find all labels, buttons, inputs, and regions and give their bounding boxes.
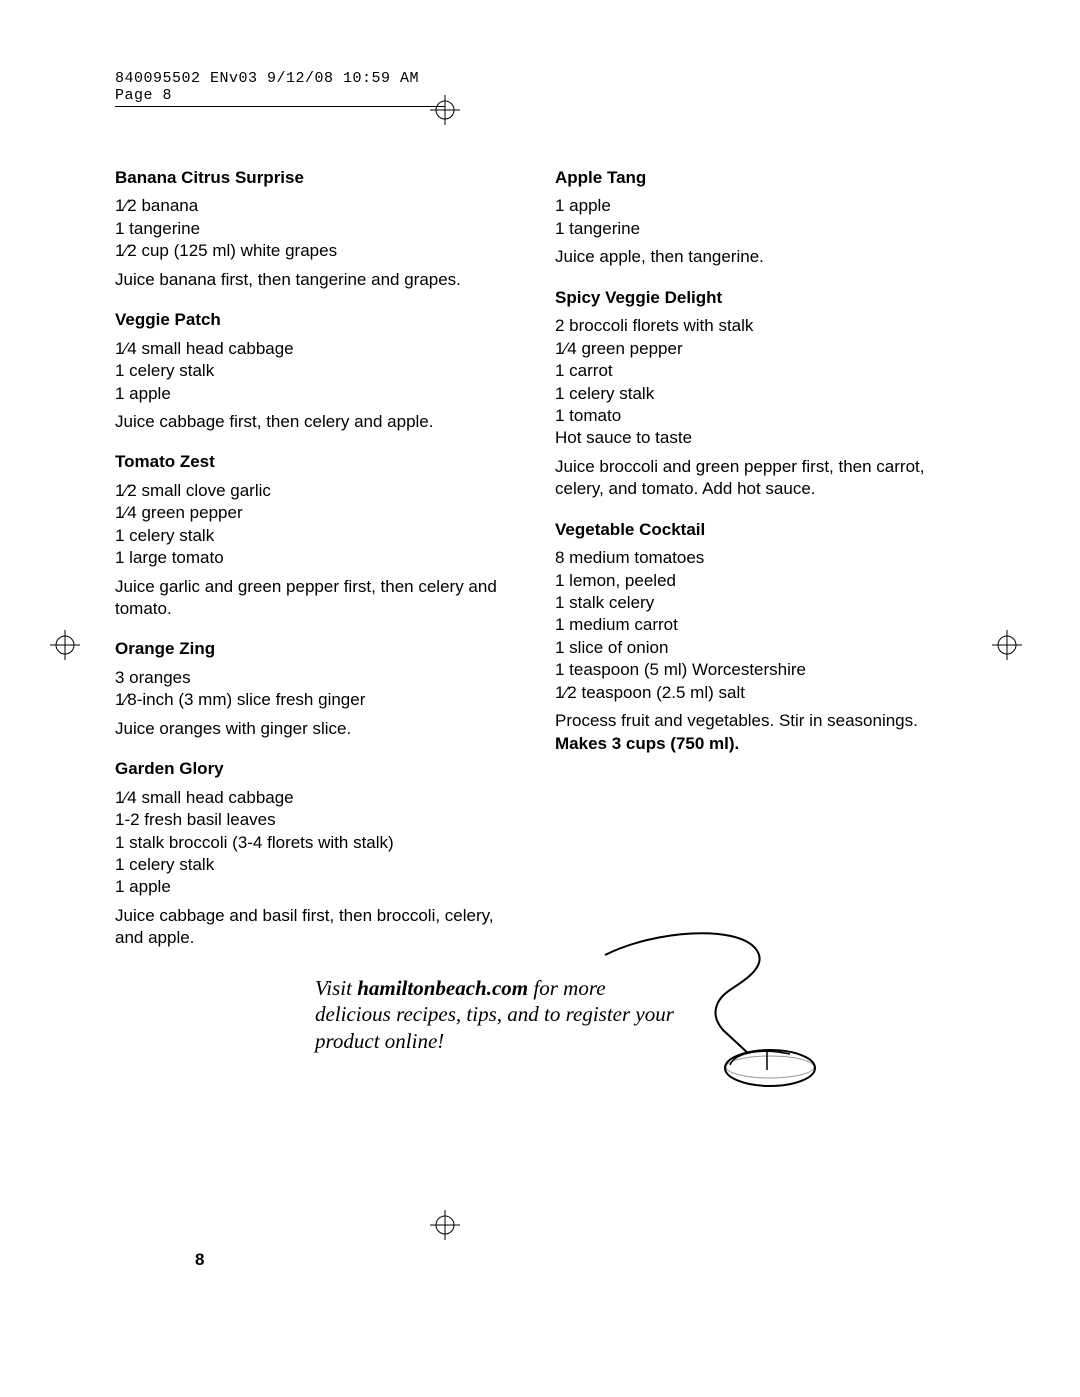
ingredient-list: 1 apple1 tangerine: [555, 195, 965, 240]
ingredient-line: 1 lemon, peeled: [555, 570, 965, 592]
recipe-columns: Banana Citrus Surprise1⁄2 banana1 tanger…: [115, 167, 965, 968]
page-number: 8: [195, 1250, 204, 1270]
ingredient-list: 1⁄4 small head cabbage1-2 fresh basil le…: [115, 787, 525, 899]
recipe-instructions: Juice banana first, then tangerine and g…: [115, 269, 525, 291]
ingredient-line: 8 medium tomatoes: [555, 547, 965, 569]
ingredient-line: 1 stalk broccoli (3-4 florets with stalk…: [115, 832, 525, 854]
recipe: Vegetable Cocktail 8 medium tomatoes1 lem…: [555, 519, 965, 755]
ingredient-line: Hot sauce to taste: [555, 427, 965, 449]
ingredient-line: 1 apple: [115, 383, 525, 405]
ingredient-line: 1 large tomato: [115, 547, 525, 569]
ingredient-line: 1 celery stalk: [115, 854, 525, 876]
registration-mark-icon: [430, 1210, 460, 1240]
recipe: Orange Zing 3 oranges1⁄8-inch (3 mm) slic…: [115, 638, 525, 740]
ingredient-line: 1 slice of onion: [555, 637, 965, 659]
ingredient-line: 1⁄2 banana: [115, 195, 525, 217]
ingredient-list: 1⁄2 banana1 tangerine1⁄2 cup (125 ml) wh…: [115, 195, 525, 262]
promo-prefix: Visit: [315, 976, 357, 1000]
promo-block: Visit hamiltonbeach.com for more delicio…: [315, 920, 875, 1090]
ingredient-line: 1⁄8-inch (3 mm) slice fresh ginger: [115, 689, 525, 711]
recipe: Banana Citrus Surprise 1⁄2 banana1 tanger…: [115, 167, 525, 291]
recipe: Veggie Patch 1⁄4 small head cabbage1 cele…: [115, 309, 525, 433]
recipe-instructions: Juice cabbage first, then celery and app…: [115, 411, 525, 433]
recipe-title: Garden Glory: [115, 758, 525, 780]
ingredient-line: 2 broccoli florets with stalk: [555, 315, 965, 337]
recipe: Tomato Zest 1⁄2 small clove garlic1⁄4 gre…: [115, 451, 525, 620]
ingredient-line: 1⁄4 green pepper: [115, 502, 525, 524]
ingredient-list: 2 broccoli florets with stalk1⁄4 green p…: [555, 315, 965, 450]
recipe-instructions: Juice garlic and green pepper first, the…: [115, 576, 525, 621]
ingredient-line: 1 tangerine: [555, 218, 965, 240]
ingredient-line: 1 apple: [115, 876, 525, 898]
promo-text: Visit hamiltonbeach.com for more delicio…: [315, 975, 685, 1054]
recipe-instructions: Process fruit and vegetables. Stir in se…: [555, 710, 965, 755]
ingredient-line: 1 teaspoon (5 ml) Worcestershire: [555, 659, 965, 681]
ingredient-line: 1 medium carrot: [555, 614, 965, 636]
recipe-instructions: Juice apple, then tangerine.: [555, 246, 965, 268]
recipe: Apple Tang 1 apple1 tangerine Juice apple,…: [555, 167, 965, 269]
ingredient-list: 8 medium tomatoes1 lemon, peeled1 stalk …: [555, 547, 965, 704]
ingredient-line: 1⁄2 cup (125 ml) white grapes: [115, 240, 525, 262]
ingredient-list: 3 oranges1⁄8-inch (3 mm) slice fresh gin…: [115, 667, 525, 712]
right-column: Apple Tang 1 apple1 tangerine Juice apple,…: [555, 167, 965, 968]
ingredient-line: 3 oranges: [115, 667, 525, 689]
recipe-title: Vegetable Cocktail: [555, 519, 965, 541]
ingredient-line: 1 tomato: [555, 405, 965, 427]
instructions-bold: Makes 3 cups (750 ml).: [555, 734, 739, 753]
recipe-title: Orange Zing: [115, 638, 525, 660]
document-header: 840095502 ENv03 9/12/08 10:59 AM Page 8: [115, 70, 445, 107]
left-column: Banana Citrus Surprise 1⁄2 banana1 tanger…: [115, 167, 525, 968]
ingredient-line: 1 celery stalk: [115, 525, 525, 547]
ingredient-line: 1⁄2 small clove garlic: [115, 480, 525, 502]
ingredient-line: 1 tangerine: [115, 218, 525, 240]
recipe-instructions: Juice oranges with ginger slice.: [115, 718, 525, 740]
ingredient-list: 1⁄2 small clove garlic1⁄4 green pepper1 …: [115, 480, 525, 570]
ingredient-line: 1 apple: [555, 195, 965, 217]
registration-mark-icon: [430, 95, 460, 125]
registration-mark-icon: [992, 630, 1022, 660]
ingredient-line: 1 carrot: [555, 360, 965, 382]
promo-bold: hamiltonbeach.com: [357, 976, 528, 1000]
ingredient-line: 1 celery stalk: [555, 383, 965, 405]
ingredient-line: 1 celery stalk: [115, 360, 525, 382]
recipe-title: Apple Tang: [555, 167, 965, 189]
recipe-title: Banana Citrus Surprise: [115, 167, 525, 189]
ingredient-line: 1⁄4 small head cabbage: [115, 787, 525, 809]
ingredient-line: 1⁄4 green pepper: [555, 338, 965, 360]
ingredient-line: 1⁄4 small head cabbage: [115, 338, 525, 360]
ingredient-line: 1-2 fresh basil leaves: [115, 809, 525, 831]
recipe: Spicy Veggie Delight 2 broccoli florets w…: [555, 287, 965, 501]
recipe-instructions: Juice broccoli and green pepper first, t…: [555, 456, 965, 501]
registration-mark-icon: [50, 630, 80, 660]
ingredient-list: 1⁄4 small head cabbage1 celery stalk1 ap…: [115, 338, 525, 405]
recipe-title: Veggie Patch: [115, 309, 525, 331]
ingredient-line: 1 stalk celery: [555, 592, 965, 614]
recipe-title: Spicy Veggie Delight: [555, 287, 965, 309]
ingredient-line: 1⁄2 teaspoon (2.5 ml) salt: [555, 682, 965, 704]
recipe-title: Tomato Zest: [115, 451, 525, 473]
